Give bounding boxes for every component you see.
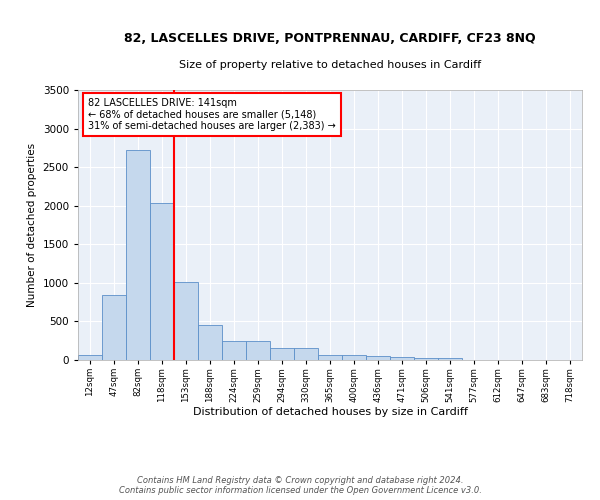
Text: 82, LASCELLES DRIVE, PONTPRENNAU, CARDIFF, CF23 8NQ: 82, LASCELLES DRIVE, PONTPRENNAU, CARDIF…	[124, 32, 536, 45]
Bar	[174, 282, 198, 360]
Text: Size of property relative to detached houses in Cardiff: Size of property relative to detached ho…	[179, 60, 481, 70]
Bar	[414, 358, 438, 360]
Bar	[198, 326, 222, 360]
Bar	[270, 348, 294, 360]
Bar	[222, 340, 246, 360]
Bar	[318, 356, 342, 360]
Bar	[438, 358, 462, 360]
Bar	[342, 356, 366, 360]
Text: 82 LASCELLES DRIVE: 141sqm
← 68% of detached houses are smaller (5,148)
31% of s: 82 LASCELLES DRIVE: 141sqm ← 68% of deta…	[88, 98, 336, 132]
Y-axis label: Number of detached properties: Number of detached properties	[27, 143, 37, 307]
Bar	[78, 356, 102, 360]
Bar	[294, 348, 318, 360]
Bar	[366, 356, 390, 360]
Bar	[246, 340, 270, 360]
Bar	[126, 150, 150, 360]
X-axis label: Distribution of detached houses by size in Cardiff: Distribution of detached houses by size …	[193, 408, 467, 418]
Bar	[102, 295, 126, 360]
Text: Contains HM Land Registry data © Crown copyright and database right 2024.
Contai: Contains HM Land Registry data © Crown c…	[119, 476, 481, 495]
Bar	[150, 202, 174, 360]
Bar	[390, 358, 414, 360]
